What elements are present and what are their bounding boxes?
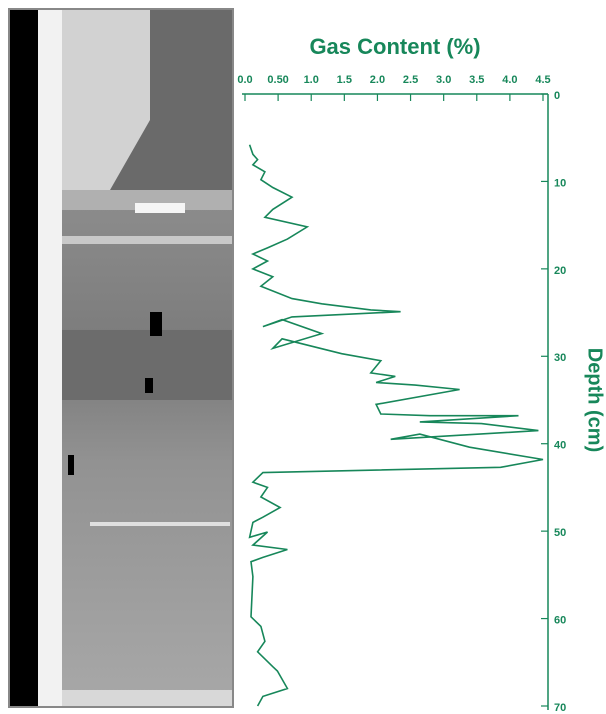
x-tick-label: 0.50 (267, 74, 288, 86)
x-tick-label: 3.5 (469, 74, 484, 86)
y-tick-label: 30 (554, 352, 566, 364)
y-tick-label: 0 (554, 90, 560, 102)
x-tick-label: 1.0 (304, 74, 319, 86)
x-tick-label: 4.5 (535, 74, 550, 86)
core-image (8, 8, 234, 708)
y-tick-label: 20 (554, 265, 566, 277)
y-tick-label: 70 (554, 702, 566, 714)
y-tick-label: 10 (554, 177, 566, 189)
x-tick-label: 1.5 (337, 74, 352, 86)
y-tick-label: 40 (554, 440, 566, 452)
x-tick-label: 2.0 (370, 74, 385, 86)
x-tick-label: 3.0 (436, 74, 451, 86)
x-tick-label: 4.0 (502, 74, 517, 86)
y-axis-label: Depth (cm) (584, 348, 606, 452)
gas-line (248, 144, 544, 707)
chart-title: Gas Content (%) (309, 34, 480, 59)
y-tick-label: 60 (554, 614, 566, 626)
x-tick-label: 2.5 (403, 74, 418, 86)
x-tick-label: 0.0 (237, 74, 252, 86)
y-tick-label: 50 (554, 527, 566, 539)
